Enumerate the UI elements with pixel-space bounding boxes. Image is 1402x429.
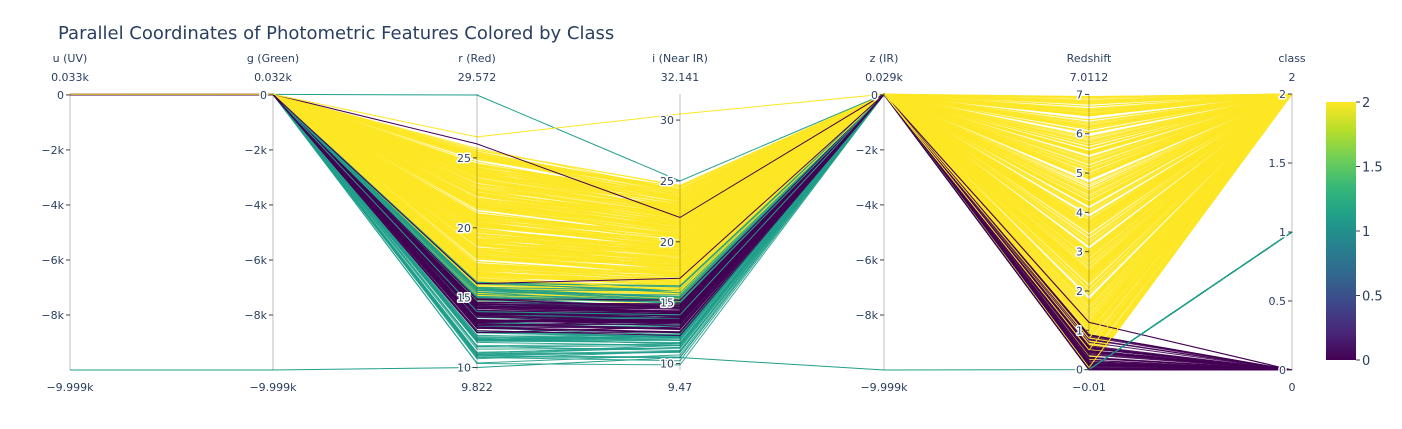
tick-label: 0 bbox=[260, 89, 267, 102]
axis-title[interactable]: r (Red) bbox=[458, 52, 496, 65]
tick-label: 2 bbox=[1279, 88, 1286, 101]
axis-top-range-label: 0.033k bbox=[51, 71, 89, 84]
tick-label: −6k bbox=[855, 254, 878, 267]
axis-bottom-range-label: −9.999k bbox=[249, 381, 297, 394]
colorbar-tick-label: 0 bbox=[1362, 354, 1370, 369]
tick-label: −4k bbox=[41, 199, 64, 212]
lines-layer bbox=[69, 93, 1293, 371]
axis-top-range-label: 29.572 bbox=[458, 71, 497, 84]
axis-title[interactable]: Redshift bbox=[1067, 52, 1112, 65]
tick-label: 0 bbox=[1076, 364, 1083, 377]
axis-3[interactable]: i (Near IR) 32.141 9.47 30 25 20 15 10 bbox=[652, 52, 708, 394]
tick-label: 1 bbox=[1279, 226, 1286, 239]
tick-label: 10 bbox=[660, 358, 674, 371]
axis-title[interactable]: g (Green) bbox=[247, 52, 299, 65]
tick-label: −4k bbox=[244, 199, 267, 212]
axis-top-range-label: 0.029k bbox=[865, 71, 903, 84]
axis-top-range-label: 0.032k bbox=[254, 71, 292, 84]
tick-label: 25 bbox=[660, 175, 674, 188]
axis-title[interactable]: class bbox=[1278, 52, 1306, 65]
tick-label: 15 bbox=[457, 292, 471, 305]
tick-label: 4 bbox=[1076, 206, 1083, 219]
tick-label: −6k bbox=[41, 254, 64, 267]
axis-title[interactable]: i (Near IR) bbox=[652, 52, 708, 65]
axis-title[interactable]: z (IR) bbox=[870, 52, 899, 65]
tick-label: −8k bbox=[41, 309, 64, 322]
tick-label: −2k bbox=[855, 144, 878, 157]
tick-label: 6 bbox=[1076, 128, 1083, 141]
tick-label: 2 bbox=[1076, 285, 1083, 298]
tick-label: −2k bbox=[244, 144, 267, 157]
tick-label: 3 bbox=[1076, 246, 1083, 259]
axis-bottom-range-label: 0 bbox=[1289, 381, 1296, 394]
colorbar-tick-label: 2 bbox=[1362, 96, 1370, 111]
axis-top-range-label: 32.141 bbox=[661, 71, 700, 84]
axis-bottom-range-label: 9.822 bbox=[461, 381, 493, 394]
tick-label: 10 bbox=[457, 362, 471, 375]
tick-label: −8k bbox=[244, 309, 267, 322]
tick-label: 20 bbox=[660, 236, 674, 249]
tick-label: 20 bbox=[457, 222, 471, 235]
axis-top-range-label: 2 bbox=[1289, 71, 1296, 84]
tick-label: 0 bbox=[57, 89, 64, 102]
colorbar-tick-label: 0.5 bbox=[1362, 290, 1383, 305]
axis-5[interactable]: Redshift 7.0112 −0.01 7 6 5 4 3 2 1 0 bbox=[1067, 52, 1112, 394]
axis-bottom-range-label: 9.47 bbox=[668, 381, 693, 394]
tick-label: 30 bbox=[660, 114, 674, 127]
colorbar-tick-label: 1 bbox=[1362, 225, 1370, 240]
colorbar-tick-label: 1.5 bbox=[1362, 161, 1383, 176]
tick-label: 25 bbox=[457, 152, 471, 165]
axis-2[interactable]: r (Red) 29.572 9.822 25 20 15 10 bbox=[456, 52, 497, 394]
tick-label: 1 bbox=[1076, 324, 1083, 337]
tick-label: 0.5 bbox=[1269, 295, 1287, 308]
axis-top-range-label: 7.0112 bbox=[1070, 71, 1109, 84]
axis-bottom-range-label: −0.01 bbox=[1072, 381, 1106, 394]
tick-label: 7 bbox=[1076, 88, 1083, 101]
tick-label: −8k bbox=[855, 309, 878, 322]
axis-bottom-range-label: −9.999k bbox=[860, 381, 908, 394]
axis-0[interactable]: u (UV) 0.033k −9.999k 0 −2k −4k −6k −8k bbox=[40, 52, 94, 394]
tick-label: 15 bbox=[660, 297, 674, 310]
data-line bbox=[70, 93, 1293, 351]
colorbar: 0 0.5 1 1.5 2 bbox=[1326, 96, 1383, 369]
colorbar-gradient bbox=[1326, 102, 1356, 360]
axis-title[interactable]: u (UV) bbox=[53, 52, 88, 65]
tick-label: −6k bbox=[244, 254, 267, 267]
tick-label: 5 bbox=[1076, 167, 1083, 180]
tick-label: −4k bbox=[855, 199, 878, 212]
axis-1[interactable]: g (Green) 0.032k −9.999k 0 −2k −4k −6k −8k bbox=[243, 52, 299, 394]
tick-label: 0 bbox=[1279, 364, 1286, 377]
chart-title: Parallel Coordinates of Photometric Feat… bbox=[58, 23, 614, 44]
tick-label: 1.5 bbox=[1269, 157, 1287, 170]
tick-label: 0 bbox=[871, 89, 878, 102]
axis-bottom-range-label: −9.999k bbox=[46, 381, 94, 394]
axis-6[interactable]: class 2 0 2 1.5 1 0.5 0 bbox=[1267, 52, 1306, 394]
tick-label: −2k bbox=[41, 144, 64, 157]
axis-4[interactable]: z (IR) 0.029k −9.999k 0 −2k −4k −6k −8k bbox=[854, 52, 908, 394]
